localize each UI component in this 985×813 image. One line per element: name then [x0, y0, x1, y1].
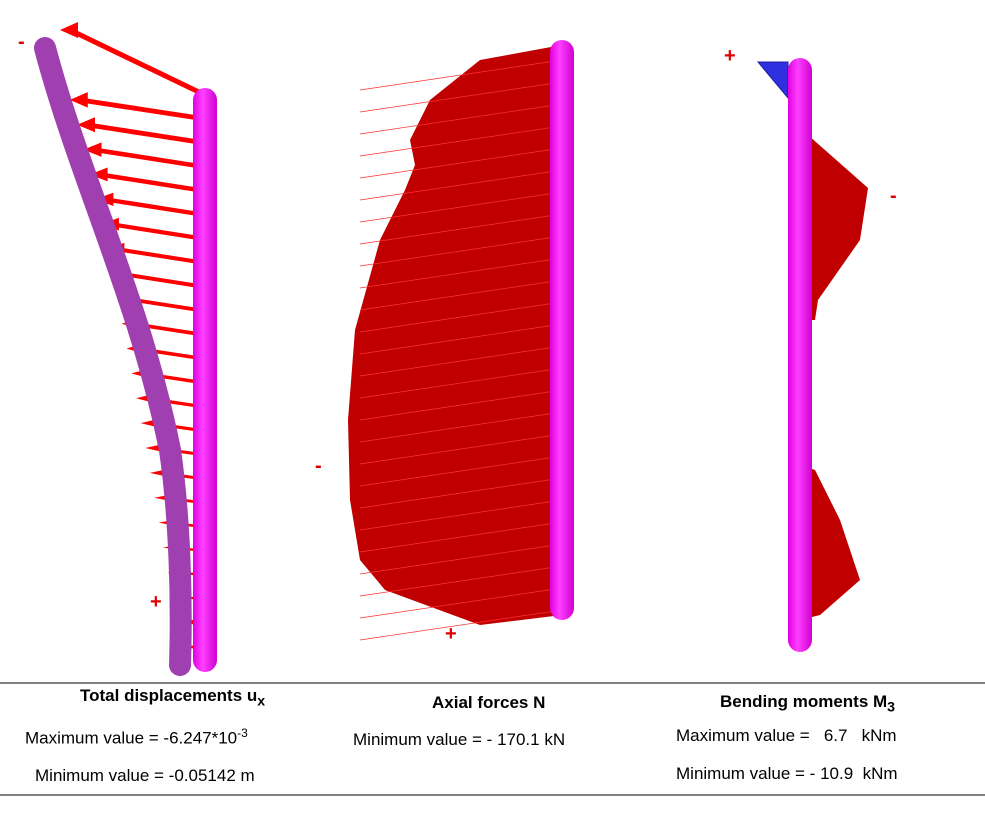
deformed-shape — [34, 37, 192, 676]
arrow-head — [60, 22, 78, 38]
line-text: Maximum value = -6.247*10 — [25, 728, 238, 748]
hatch — [359, 59, 563, 641]
sign: + — [150, 591, 162, 613]
hatch-line — [359, 499, 563, 531]
arrow — [105, 197, 206, 218]
hatch-line — [359, 191, 563, 223]
sign: + — [724, 45, 736, 67]
hatch-line — [359, 477, 563, 509]
sign: + — [445, 623, 457, 645]
hatch-line — [359, 147, 563, 179]
sign: - — [890, 185, 897, 207]
moment-negative — [800, 128, 868, 320]
arrow — [79, 97, 206, 122]
caption-line: Minimum value = -0.05142 m — [35, 766, 255, 785]
arrow-head — [69, 92, 88, 108]
arrow-head — [83, 142, 102, 157]
arrow — [93, 147, 206, 170]
hatch-line — [359, 169, 563, 201]
arrow — [68, 27, 207, 98]
caption-title: Total displacements ux — [80, 686, 265, 709]
hatch-line — [359, 565, 563, 597]
hatch-line — [359, 411, 563, 443]
sign: - — [18, 31, 25, 53]
arrow — [121, 272, 206, 289]
pile — [550, 40, 574, 620]
subscript: x — [257, 693, 266, 710]
sign: - — [315, 455, 322, 477]
hatch-line — [359, 609, 563, 641]
superscript: -3 — [237, 726, 248, 740]
caption-line: Minimum value = - 10.9 kNm — [676, 764, 898, 783]
hatch-line — [359, 587, 563, 619]
hatch-line — [359, 389, 563, 421]
hatch-line — [359, 521, 563, 553]
caption-title: Bending moments M3 — [720, 692, 895, 715]
pile — [193, 88, 217, 672]
hatch-line — [359, 279, 563, 311]
hatch-line — [359, 345, 563, 377]
arrow — [99, 172, 206, 194]
hatch-line — [359, 323, 563, 355]
caption-title: Axial forces N — [432, 693, 546, 712]
hatch-line — [359, 367, 563, 399]
hatch-line — [359, 257, 563, 289]
moment-negative — [800, 465, 860, 620]
hatch-line — [359, 103, 563, 135]
title-text: Total displacements u — [80, 686, 258, 705]
pile — [788, 58, 812, 652]
hatch-line — [359, 59, 563, 91]
hatch-line — [359, 433, 563, 465]
arrow — [86, 122, 206, 146]
arrow — [116, 247, 206, 266]
hatch-line — [359, 235, 563, 267]
caption-line: Minimum value = - 170.1 kN — [353, 730, 566, 749]
hatch-line — [359, 455, 563, 487]
arrow — [110, 222, 206, 242]
hatch-line — [359, 213, 563, 245]
moment-positive — [756, 61, 789, 100]
caption-line: Maximum value = 6.7 kNm — [676, 726, 897, 745]
subscript: 3 — [887, 699, 896, 716]
caption-line: Maximum value = -6.247*10-3 — [25, 726, 248, 749]
hatch-line — [359, 301, 563, 333]
hatch-line — [359, 543, 563, 575]
title-text: Bending moments M — [720, 692, 888, 711]
hatch-line — [359, 125, 563, 157]
arrow-head — [77, 117, 96, 133]
arrow-head — [89, 167, 108, 182]
hatch-line — [359, 81, 563, 113]
